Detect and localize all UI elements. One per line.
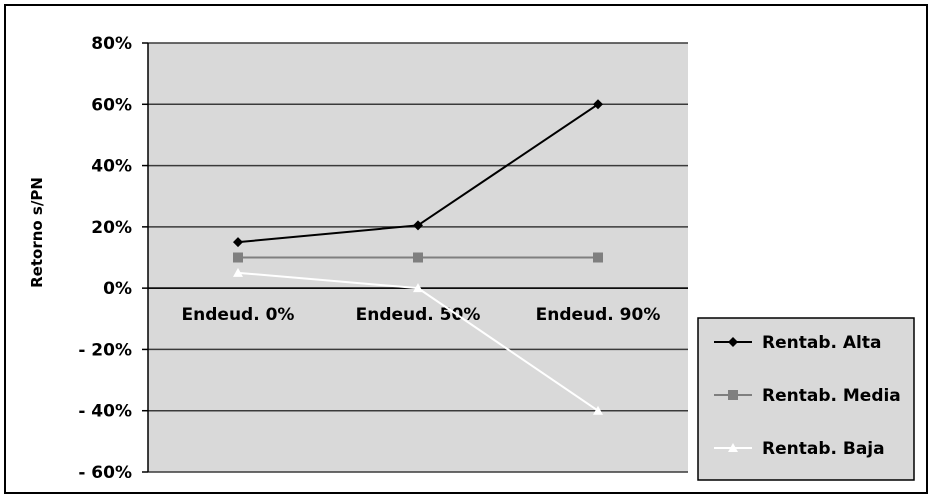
series-1 [233, 99, 603, 248]
y-axis-title: Retorno s/PN [28, 177, 46, 288]
data-point [233, 267, 243, 277]
y-tick-label: 20% [91, 218, 132, 238]
series-group [233, 99, 603, 415]
data-point [413, 252, 423, 263]
y-tick-label: - 40% [78, 402, 132, 422]
data-point [413, 220, 423, 231]
x-tick-label: Endeud. 90% [536, 305, 661, 325]
legend-item: Rentab. Baja [714, 439, 885, 459]
legend-marker [728, 443, 738, 452]
y-tick-label: 60% [91, 95, 132, 115]
legend: Rentab. Alta Rentab. Media Rentab. Baja [697, 317, 915, 481]
legend-marker [728, 390, 738, 400]
legend-label: Rentab. Alta [762, 333, 881, 353]
data-point [593, 405, 603, 415]
data-point [593, 252, 603, 263]
data-point [593, 99, 603, 110]
x-tick-label: Endeud. 50% [356, 305, 481, 325]
x-tick-labels: Endeud. 0% Endeud. 50% Endeud. 90% [182, 305, 661, 325]
y-tick-label: 40% [91, 157, 132, 177]
series-2 [233, 252, 603, 263]
y-tick-labels: 80% 60% 40% 20% 0% - 20% - 40% - 60% [78, 34, 132, 483]
y-tick-label: 0% [103, 279, 132, 299]
x-tick-label: Endeud. 0% [182, 305, 295, 325]
y-tick-label: - 20% [78, 340, 132, 360]
legend-marker [728, 337, 738, 347]
legend-item: Rentab. Media [714, 386, 901, 406]
data-point [233, 252, 243, 263]
data-point [413, 283, 423, 293]
series-3 [233, 267, 603, 415]
y-tick-label: - 60% [78, 463, 132, 483]
legend-label: Rentab. Baja [762, 439, 885, 459]
y-tick-label: 80% [91, 34, 132, 54]
legend-item: Rentab. Alta [714, 333, 881, 353]
data-point [233, 237, 243, 248]
legend-label: Rentab. Media [762, 386, 901, 406]
